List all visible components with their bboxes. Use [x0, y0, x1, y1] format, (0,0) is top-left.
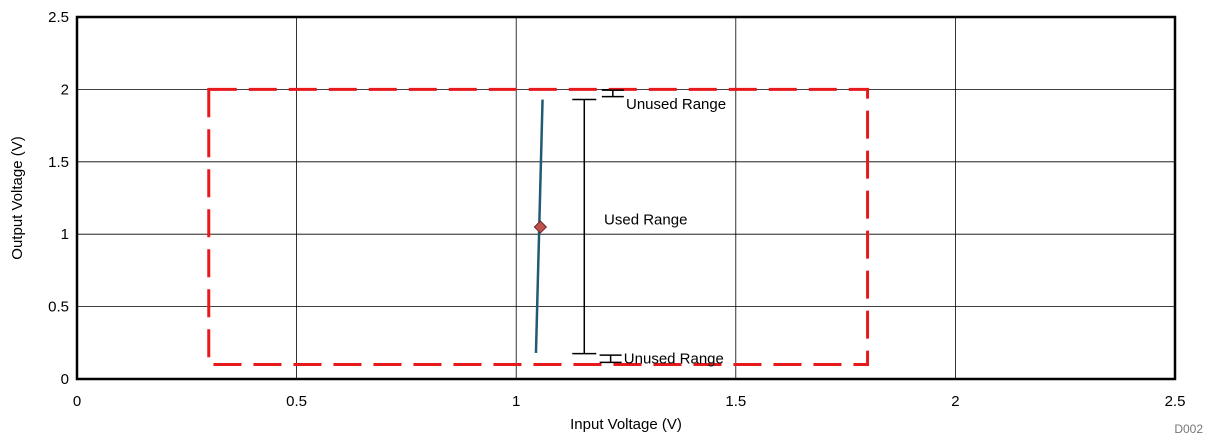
gridlines [76, 16, 1176, 380]
annotations: Unused Range Used Range Unused Range [604, 96, 726, 368]
y-tick-label: 2.5 [48, 9, 69, 26]
x-tick-label: 1.5 [725, 393, 746, 410]
y-tick-label: 1.5 [48, 154, 69, 171]
y-tick-label: 0.5 [48, 299, 69, 316]
plot-frame [75, 15, 1177, 381]
x-tick-label: 2 [951, 393, 959, 410]
data-point-marker [533, 220, 548, 234]
operating-range-box [207, 87, 870, 367]
x-tick-label: 0 [73, 393, 81, 410]
annotation-unused-top: Unused Range [626, 96, 726, 113]
data-markers [533, 220, 548, 234]
figure-id: D002 [1174, 422, 1203, 436]
x-tick-label: 1 [512, 393, 520, 410]
annotation-used: Used Range [604, 212, 687, 229]
operating-range-box-outline [207, 87, 870, 367]
tick-labels: 0 0.5 1 1.5 2 2.5 0 0.5 1 1.5 2 2.5 [48, 9, 1185, 410]
y-axis-title: Output Voltage (V) [9, 136, 26, 259]
x-axis-title: Input Voltage (V) [570, 416, 682, 433]
x-tick-label: 2.5 [1165, 393, 1186, 410]
y-tick-label: 0 [61, 371, 69, 388]
range-brackets [572, 89, 624, 364]
y-tick-label: 2 [61, 81, 69, 98]
y-tick-label: 1 [61, 226, 69, 243]
x-tick-label: 0.5 [286, 393, 307, 410]
annotation-unused-bottom: Unused Range [624, 351, 724, 368]
